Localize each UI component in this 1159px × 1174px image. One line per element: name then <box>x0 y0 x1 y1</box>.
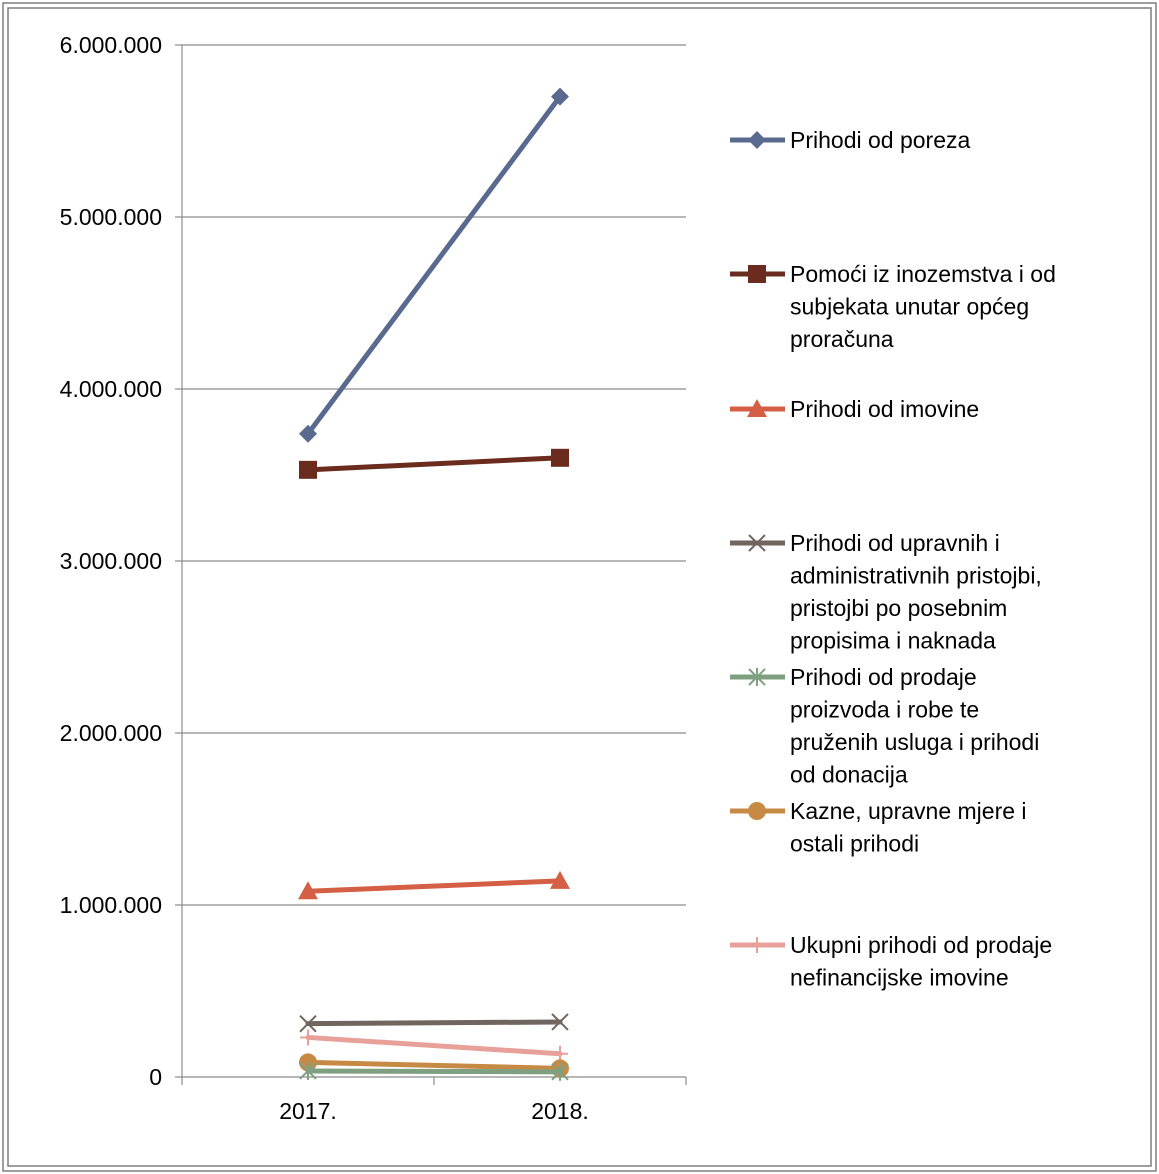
y-tick-label: 6.000.000 <box>60 32 162 58</box>
legend-item-4: Prihodi od upravnih i administrativnih pr… <box>730 530 1042 654</box>
data-point <box>551 1013 569 1031</box>
data-point <box>552 1045 568 1062</box>
axes: 0 1.000.000 2.000.000 3.000.000 4.000.000 5.0… <box>60 32 687 1124</box>
series-line <box>305 1068 563 1075</box>
legend-label: Prihodi od prodaje <box>790 664 977 690</box>
series-3 <box>298 870 570 900</box>
data-point <box>550 870 570 889</box>
legend-label: ostali prihodi <box>790 831 919 857</box>
legend-label: proračuna <box>790 326 894 352</box>
legend-swatch-marker <box>748 668 766 686</box>
data-point <box>299 424 317 443</box>
data-point <box>299 460 317 479</box>
legend-label: pristojbi po posebnim <box>790 595 1007 621</box>
legend-item-2: Pomoći iz inozemstva i od subjekata unuta… <box>730 261 1056 352</box>
marker-stroke <box>551 1013 569 1031</box>
legend-swatch-marker <box>749 937 765 953</box>
series-line <box>305 1019 563 1027</box>
y-tick-label: 0 <box>149 1064 162 1090</box>
legend-label: od donacija <box>790 762 908 788</box>
marker-stroke <box>299 1014 317 1033</box>
legend: Prihodi od poreza Pomoći iz inozemstva i … <box>730 127 1056 991</box>
legend-label: Kazne, upravne mjere i <box>790 798 1027 824</box>
legend-label: subjekata unutar općeg <box>790 294 1029 320</box>
legend-swatch-marker <box>748 131 766 149</box>
data-point <box>298 881 318 900</box>
series-lines <box>298 87 570 1081</box>
series-4 <box>299 1013 569 1033</box>
y-tick-label: 2.000.000 <box>60 720 162 746</box>
series-line <box>305 94 563 437</box>
legend-swatch-marker <box>747 399 767 417</box>
series-line <box>305 878 563 894</box>
legend-swatch-marker <box>748 265 766 283</box>
series-line <box>305 455 563 473</box>
legend-label: Prihodi od upravnih i <box>790 530 1000 556</box>
legend-label: proizvoda i robe te <box>790 697 979 723</box>
series-7 <box>300 1029 568 1062</box>
data-point <box>551 448 569 467</box>
legend-item-6: Kazne, upravne mjere i ostali prihodi <box>730 798 1027 857</box>
gridlines <box>182 44 686 906</box>
inner-frame-border <box>7 7 1152 1167</box>
series-2 <box>299 448 569 479</box>
series-line <box>305 1059 563 1071</box>
legend-label: Ukupni prihodi od prodaje <box>790 932 1052 958</box>
legend-label: propisima i naknada <box>790 628 996 654</box>
data-point <box>551 87 569 106</box>
data-point <box>551 1062 569 1081</box>
legend-label: Pomoći iz inozemstva i od <box>790 261 1056 287</box>
legend-item-7: Ukupni prihodi od prodaje nefinancijske i… <box>730 932 1052 991</box>
legend-item-3: Prihodi od imovine <box>730 396 979 422</box>
series-5 <box>299 1061 569 1081</box>
data-point <box>299 1014 317 1033</box>
legend-swatch-marker <box>748 802 766 820</box>
legend-swatch-marker <box>748 534 766 552</box>
legend-label: pruženih usluga i prihodi <box>790 729 1039 755</box>
legend-item-1: Prihodi od poreza <box>730 127 970 153</box>
legend-label: Prihodi od poreza <box>790 127 970 153</box>
data-point <box>300 1029 316 1046</box>
y-tick-label: 3.000.000 <box>60 548 162 574</box>
y-tick-label: 1.000.000 <box>60 892 162 918</box>
legend-item-5: Prihodi od prodaje proizvoda i robe te pru… <box>730 664 1039 788</box>
y-tick-label: 5.000.000 <box>60 204 162 230</box>
x-tick-label: 2017. <box>279 1098 337 1124</box>
y-tick-label: 4.000.000 <box>60 376 162 402</box>
legend-label: nefinancijske imovine <box>790 965 1009 991</box>
series-1 <box>299 87 569 443</box>
series-line <box>305 1034 563 1057</box>
x-tick-label: 2018. <box>531 1098 589 1124</box>
legend-label: administrativnih pristojbi, <box>790 563 1042 589</box>
data-point <box>299 1061 317 1080</box>
legend-label: Prihodi od imovine <box>790 396 979 422</box>
marker-stroke <box>748 534 766 552</box>
